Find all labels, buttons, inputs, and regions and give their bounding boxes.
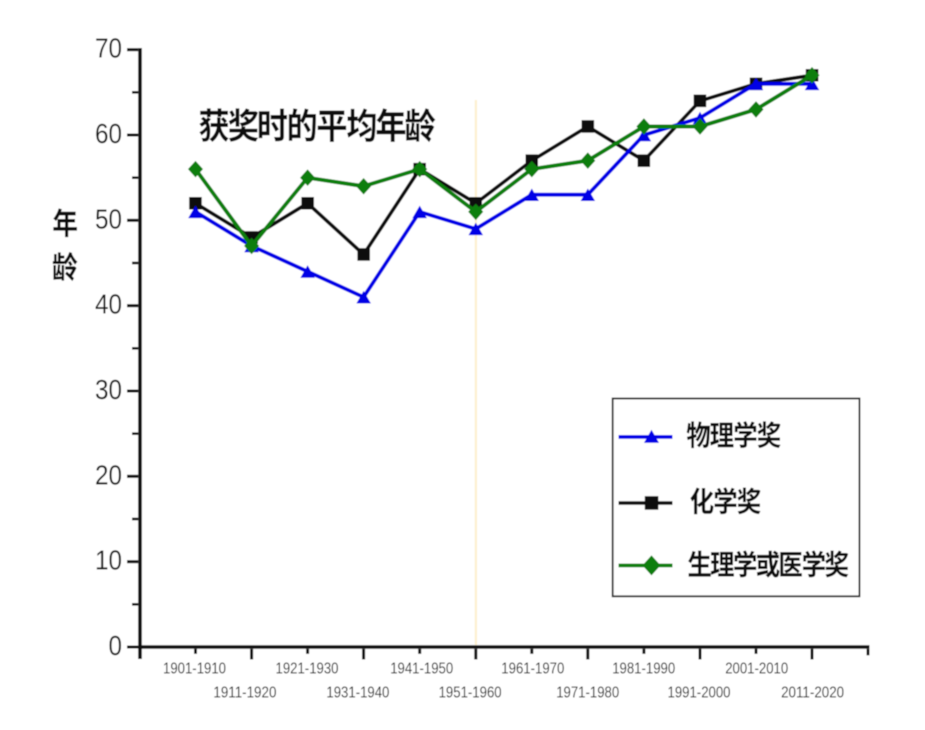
svg-text:1991-2000: 1991-2000 [668, 685, 731, 702]
svg-text:10: 10 [95, 545, 122, 576]
svg-text:1931-1940: 1931-1940 [326, 685, 389, 702]
svg-text:70: 70 [95, 33, 122, 64]
svg-text:1981-1990: 1981-1990 [612, 660, 675, 677]
svg-text:1961-1970: 1961-1970 [501, 660, 564, 677]
svg-text:30: 30 [95, 374, 122, 405]
svg-text:1921-1930: 1921-1930 [276, 660, 339, 677]
svg-text:2001-2010: 2001-2010 [725, 660, 788, 677]
svg-text:1901-1910: 1901-1910 [163, 660, 226, 677]
svg-text:1971-1980: 1971-1980 [556, 685, 619, 702]
svg-text:1951-1960: 1951-1960 [439, 685, 502, 702]
svg-text:60: 60 [95, 118, 122, 149]
svg-text:1941-1950: 1941-1950 [390, 660, 453, 677]
svg-text:2011-2020: 2011-2020 [781, 685, 844, 702]
svg-text:0: 0 [109, 630, 123, 661]
svg-text:50: 50 [95, 203, 122, 234]
svg-text:40: 40 [95, 289, 122, 320]
svg-text:1911-1920: 1911-1920 [213, 685, 276, 702]
svg-text:20: 20 [95, 459, 122, 490]
